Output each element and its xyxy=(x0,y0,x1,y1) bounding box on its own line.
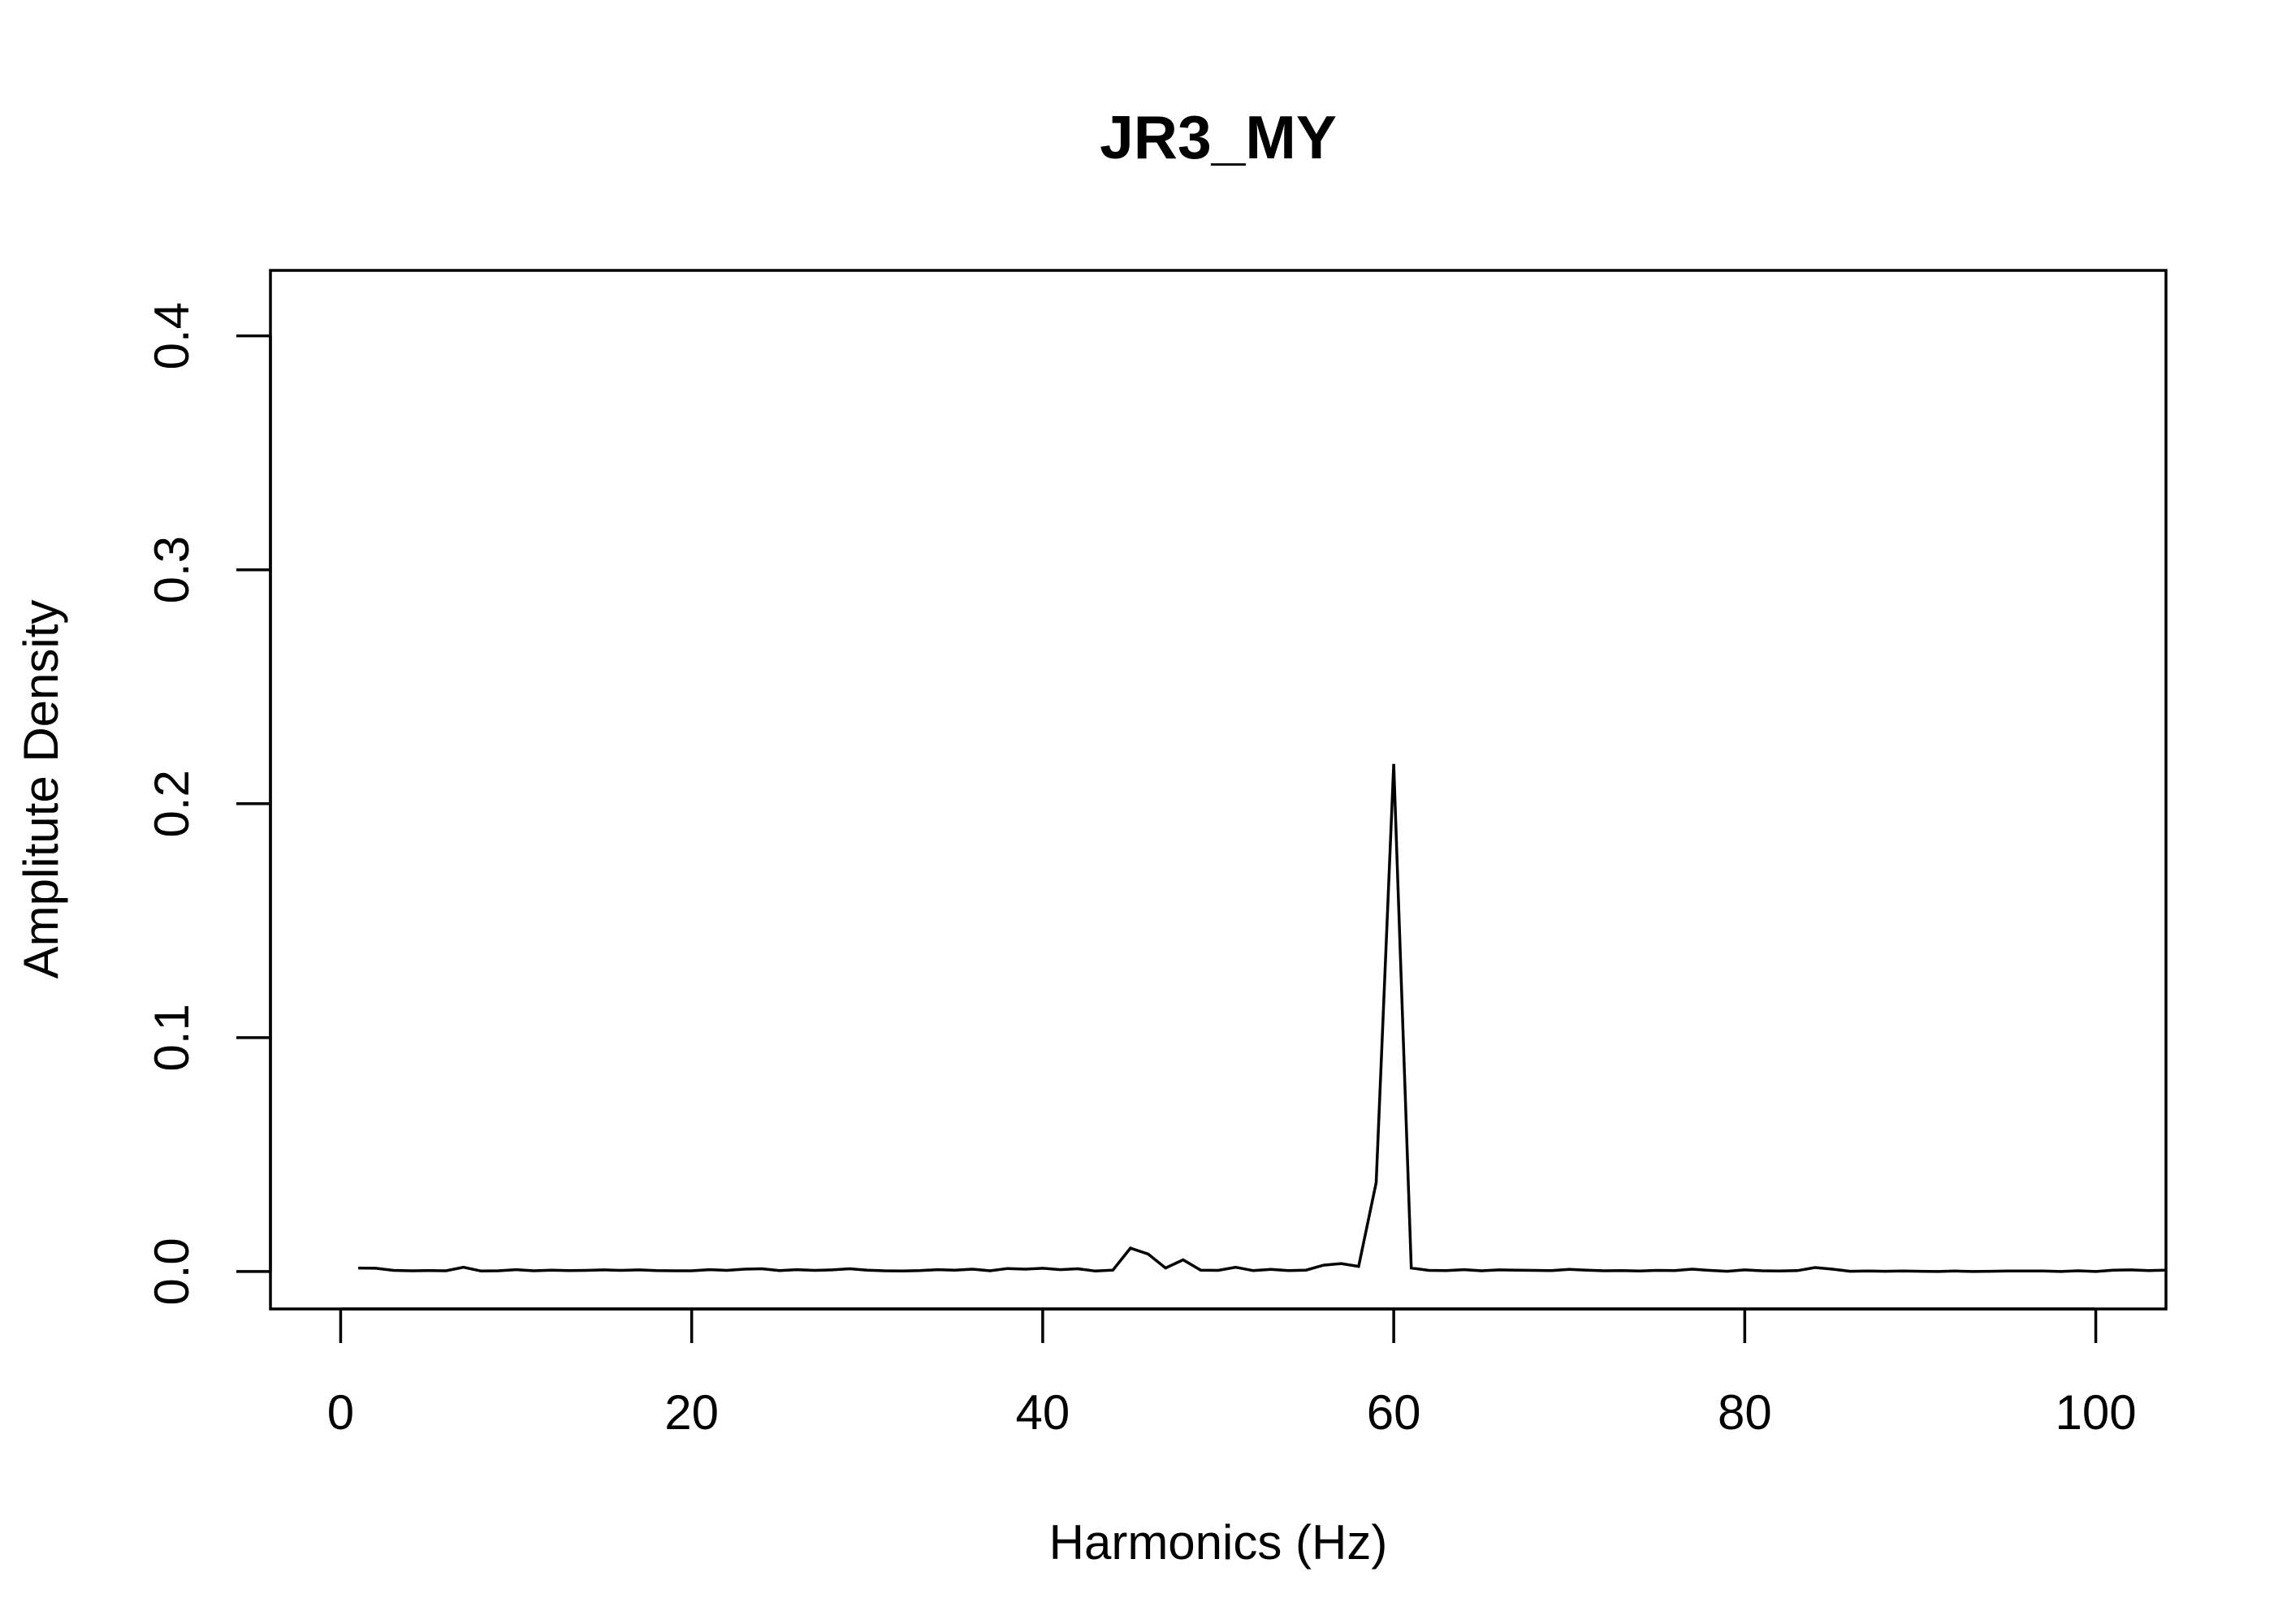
x-tick-label: 80 xyxy=(1718,1385,1772,1440)
x-axis-label: Harmonics (Hz) xyxy=(1049,1515,1388,1570)
chart-title: JR3_MY xyxy=(1100,103,1337,171)
series-layer xyxy=(358,763,2167,1273)
y-tick-label: 0.4 xyxy=(145,302,199,369)
x-tick-label: 0 xyxy=(327,1385,354,1440)
y-tick-label: 0.0 xyxy=(145,1237,199,1305)
series-line xyxy=(358,763,2167,1273)
y-tick-label: 0.2 xyxy=(145,770,199,837)
x-axis: 0 20 40 60 80 100 xyxy=(327,1307,2137,1440)
x-tick-label: 40 xyxy=(1016,1385,1070,1440)
y-tick-label: 0.1 xyxy=(145,1004,199,1071)
x-tick-label: 100 xyxy=(2056,1385,2137,1440)
y-tick-label: 0.3 xyxy=(145,536,199,603)
x-tick-label: 60 xyxy=(1367,1385,1421,1440)
x-tick-label: 20 xyxy=(664,1385,719,1440)
y-axis-label: Amplitute Density xyxy=(14,600,68,979)
y-axis: 0.0 0.1 0.2 0.3 0.4 xyxy=(145,302,272,1306)
